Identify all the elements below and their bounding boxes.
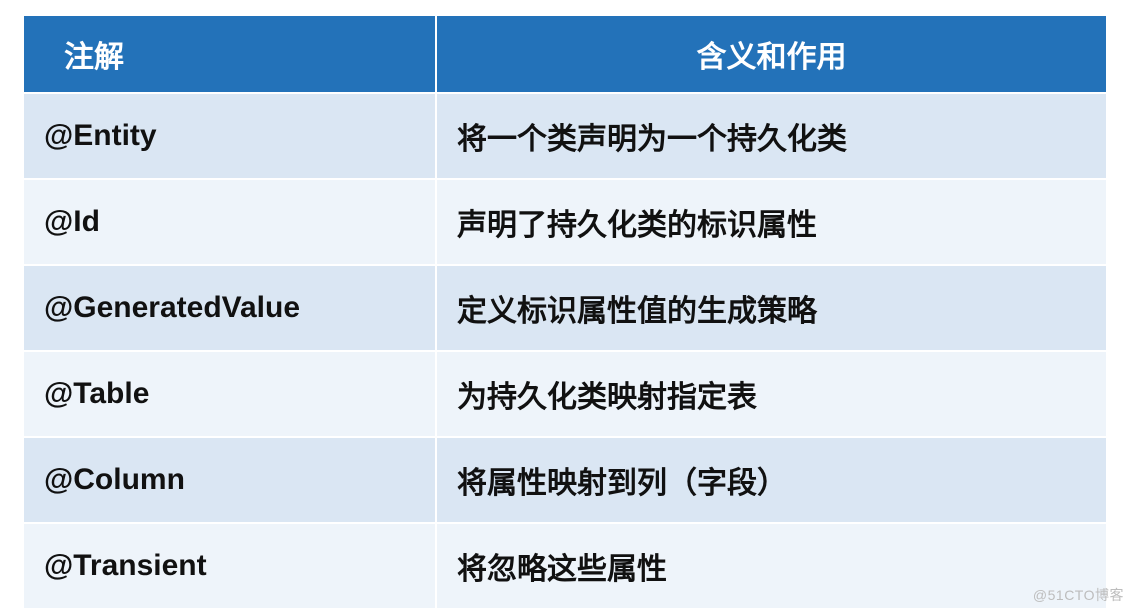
cell-description: 为持久化类映射指定表 bbox=[436, 351, 1107, 437]
watermark-text: @51CTO博客 bbox=[1033, 585, 1124, 605]
cell-annotation: @Entity bbox=[23, 93, 436, 179]
table-row: @Entity 将一个类声明为一个持久化类 bbox=[23, 93, 1107, 179]
cell-description: 声明了持久化类的标识属性 bbox=[436, 179, 1107, 265]
col-header-annotation: 注解 bbox=[23, 15, 436, 93]
table-row: @Transient 将忽略这些属性 bbox=[23, 523, 1107, 609]
table-header-row: 注解 含义和作用 bbox=[23, 15, 1107, 93]
cell-annotation: @Transient bbox=[23, 523, 436, 609]
cell-annotation: @Table bbox=[23, 351, 436, 437]
cell-description: 将一个类声明为一个持久化类 bbox=[436, 93, 1107, 179]
table-row: @Id 声明了持久化类的标识属性 bbox=[23, 179, 1107, 265]
cell-description: 将忽略这些属性 bbox=[436, 523, 1107, 609]
cell-annotation: @GeneratedValue bbox=[23, 265, 436, 351]
col-header-description: 含义和作用 bbox=[436, 15, 1107, 93]
table-row: @Table 为持久化类映射指定表 bbox=[23, 351, 1107, 437]
annotations-table: 注解 含义和作用 @Entity 将一个类声明为一个持久化类 @Id 声明了持久… bbox=[22, 14, 1108, 610]
page-root: 注解 含义和作用 @Entity 将一个类声明为一个持久化类 @Id 声明了持久… bbox=[0, 0, 1130, 611]
cell-annotation: @Column bbox=[23, 437, 436, 523]
cell-annotation: @Id bbox=[23, 179, 436, 265]
cell-description: 将属性映射到列（字段） bbox=[436, 437, 1107, 523]
table-row: @Column 将属性映射到列（字段） bbox=[23, 437, 1107, 523]
cell-description: 定义标识属性值的生成策略 bbox=[436, 265, 1107, 351]
table-row: @GeneratedValue 定义标识属性值的生成策略 bbox=[23, 265, 1107, 351]
